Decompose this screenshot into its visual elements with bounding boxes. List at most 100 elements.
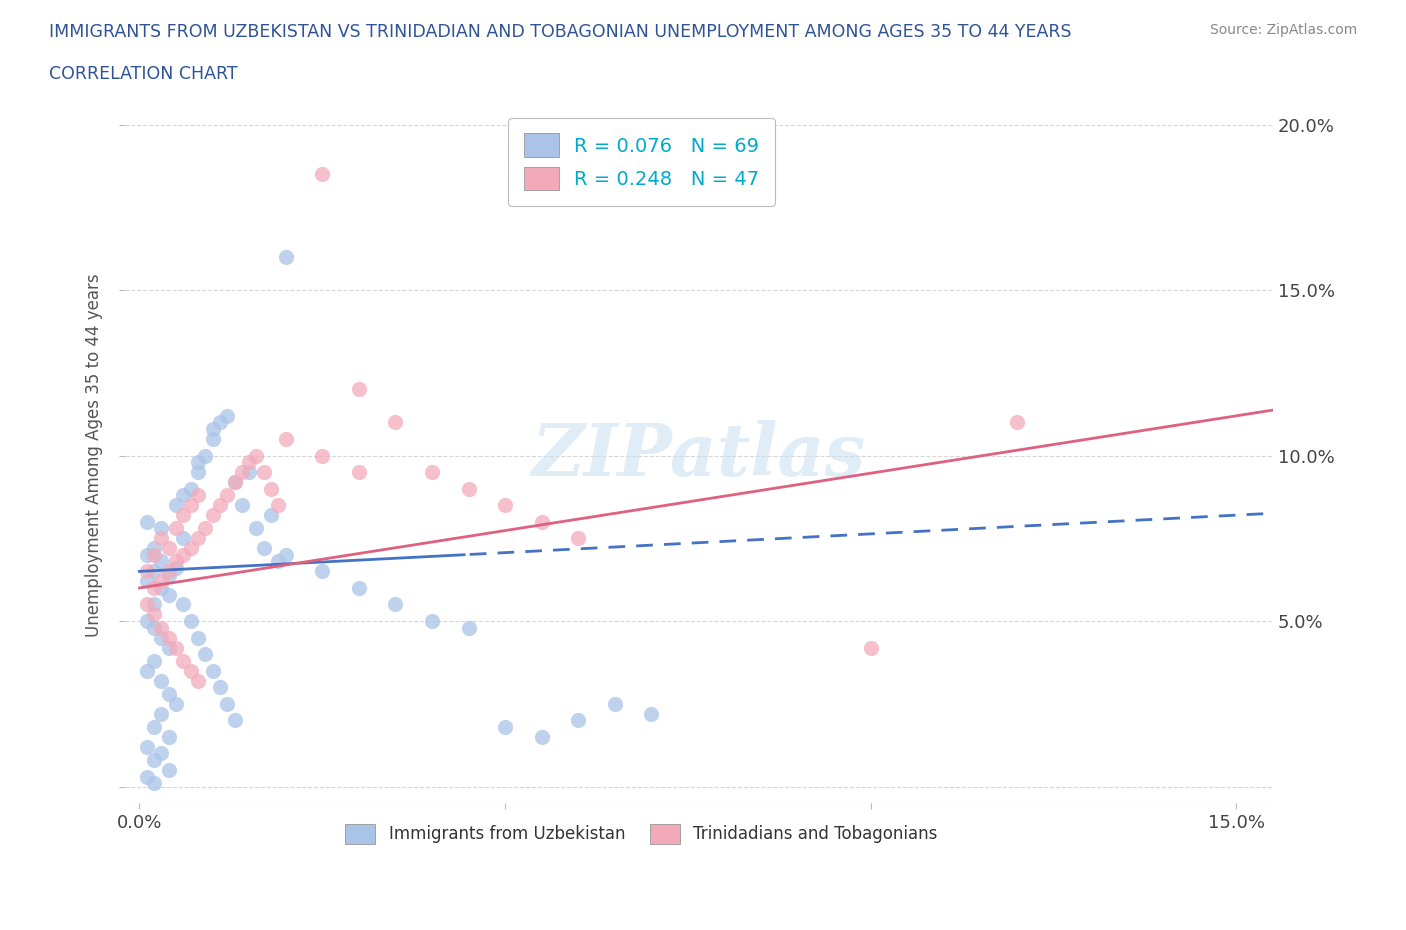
Point xyxy=(224,474,246,489)
Point xyxy=(180,540,202,555)
Point xyxy=(135,574,157,589)
Point xyxy=(157,631,180,645)
Point xyxy=(420,614,443,629)
Point xyxy=(253,465,276,480)
Point xyxy=(494,720,516,735)
Point xyxy=(172,548,194,563)
Point xyxy=(311,448,333,463)
Point xyxy=(150,554,173,569)
Point xyxy=(143,620,166,635)
Point xyxy=(143,720,166,735)
Point xyxy=(260,481,283,496)
Point xyxy=(180,614,202,629)
Point xyxy=(187,673,209,688)
Point xyxy=(224,474,246,489)
Point xyxy=(208,680,231,695)
Point xyxy=(384,415,406,430)
Point xyxy=(194,521,217,536)
Point xyxy=(172,597,194,612)
Point xyxy=(157,763,180,777)
Point xyxy=(165,554,187,569)
Point xyxy=(135,564,157,578)
Point xyxy=(157,640,180,655)
Point xyxy=(267,554,290,569)
Point xyxy=(859,640,882,655)
Point xyxy=(494,498,516,512)
Point xyxy=(245,448,267,463)
Point xyxy=(143,564,166,578)
Point xyxy=(143,548,166,563)
Point xyxy=(603,697,626,711)
Point xyxy=(172,531,194,546)
Point xyxy=(135,614,157,629)
Point xyxy=(231,498,253,512)
Point xyxy=(194,448,217,463)
Point xyxy=(143,607,166,622)
Point xyxy=(238,465,260,480)
Point xyxy=(224,713,246,728)
Point xyxy=(245,521,267,536)
Point xyxy=(231,465,253,480)
Point xyxy=(567,713,589,728)
Point xyxy=(187,455,209,470)
Text: CORRELATION CHART: CORRELATION CHART xyxy=(49,65,238,83)
Point xyxy=(187,531,209,546)
Legend: Immigrants from Uzbekistan, Trinidadians and Tobagonians: Immigrants from Uzbekistan, Trinidadians… xyxy=(332,810,950,857)
Point xyxy=(135,597,157,612)
Point xyxy=(384,597,406,612)
Point xyxy=(157,540,180,555)
Point xyxy=(150,574,173,589)
Point xyxy=(208,415,231,430)
Point xyxy=(143,580,166,595)
Point xyxy=(135,739,157,754)
Point xyxy=(194,646,217,661)
Text: IMMIGRANTS FROM UZBEKISTAN VS TRINIDADIAN AND TOBAGONIAN UNEMPLOYMENT AMONG AGES: IMMIGRANTS FROM UZBEKISTAN VS TRINIDADIA… xyxy=(49,23,1071,41)
Point xyxy=(150,531,173,546)
Point xyxy=(253,540,276,555)
Point xyxy=(150,521,173,536)
Point xyxy=(187,488,209,503)
Point xyxy=(135,769,157,784)
Point xyxy=(567,531,589,546)
Point xyxy=(143,752,166,767)
Point xyxy=(165,521,187,536)
Point xyxy=(420,465,443,480)
Point xyxy=(165,498,187,512)
Point xyxy=(640,706,662,721)
Point xyxy=(135,663,157,678)
Point xyxy=(150,580,173,595)
Point xyxy=(457,481,479,496)
Point xyxy=(157,729,180,744)
Text: Source: ZipAtlas.com: Source: ZipAtlas.com xyxy=(1209,23,1357,37)
Point xyxy=(530,514,553,529)
Point xyxy=(311,166,333,181)
Point xyxy=(201,508,224,523)
Point xyxy=(135,514,157,529)
Point xyxy=(274,548,297,563)
Point xyxy=(150,746,173,761)
Point xyxy=(143,776,166,790)
Point xyxy=(274,249,297,264)
Point xyxy=(217,408,239,423)
Point xyxy=(165,697,187,711)
Point xyxy=(201,432,224,446)
Point xyxy=(201,663,224,678)
Point xyxy=(150,620,173,635)
Point xyxy=(150,673,173,688)
Point xyxy=(165,640,187,655)
Point xyxy=(180,498,202,512)
Point xyxy=(180,663,202,678)
Point xyxy=(238,455,260,470)
Point xyxy=(457,620,479,635)
Point xyxy=(180,481,202,496)
Point xyxy=(143,597,166,612)
Point xyxy=(157,564,180,578)
Point xyxy=(530,729,553,744)
Point xyxy=(347,382,370,397)
Point xyxy=(217,697,239,711)
Point xyxy=(260,508,283,523)
Point xyxy=(274,432,297,446)
Text: ZIPatlas: ZIPatlas xyxy=(531,420,866,491)
Point xyxy=(267,498,290,512)
Point xyxy=(311,564,333,578)
